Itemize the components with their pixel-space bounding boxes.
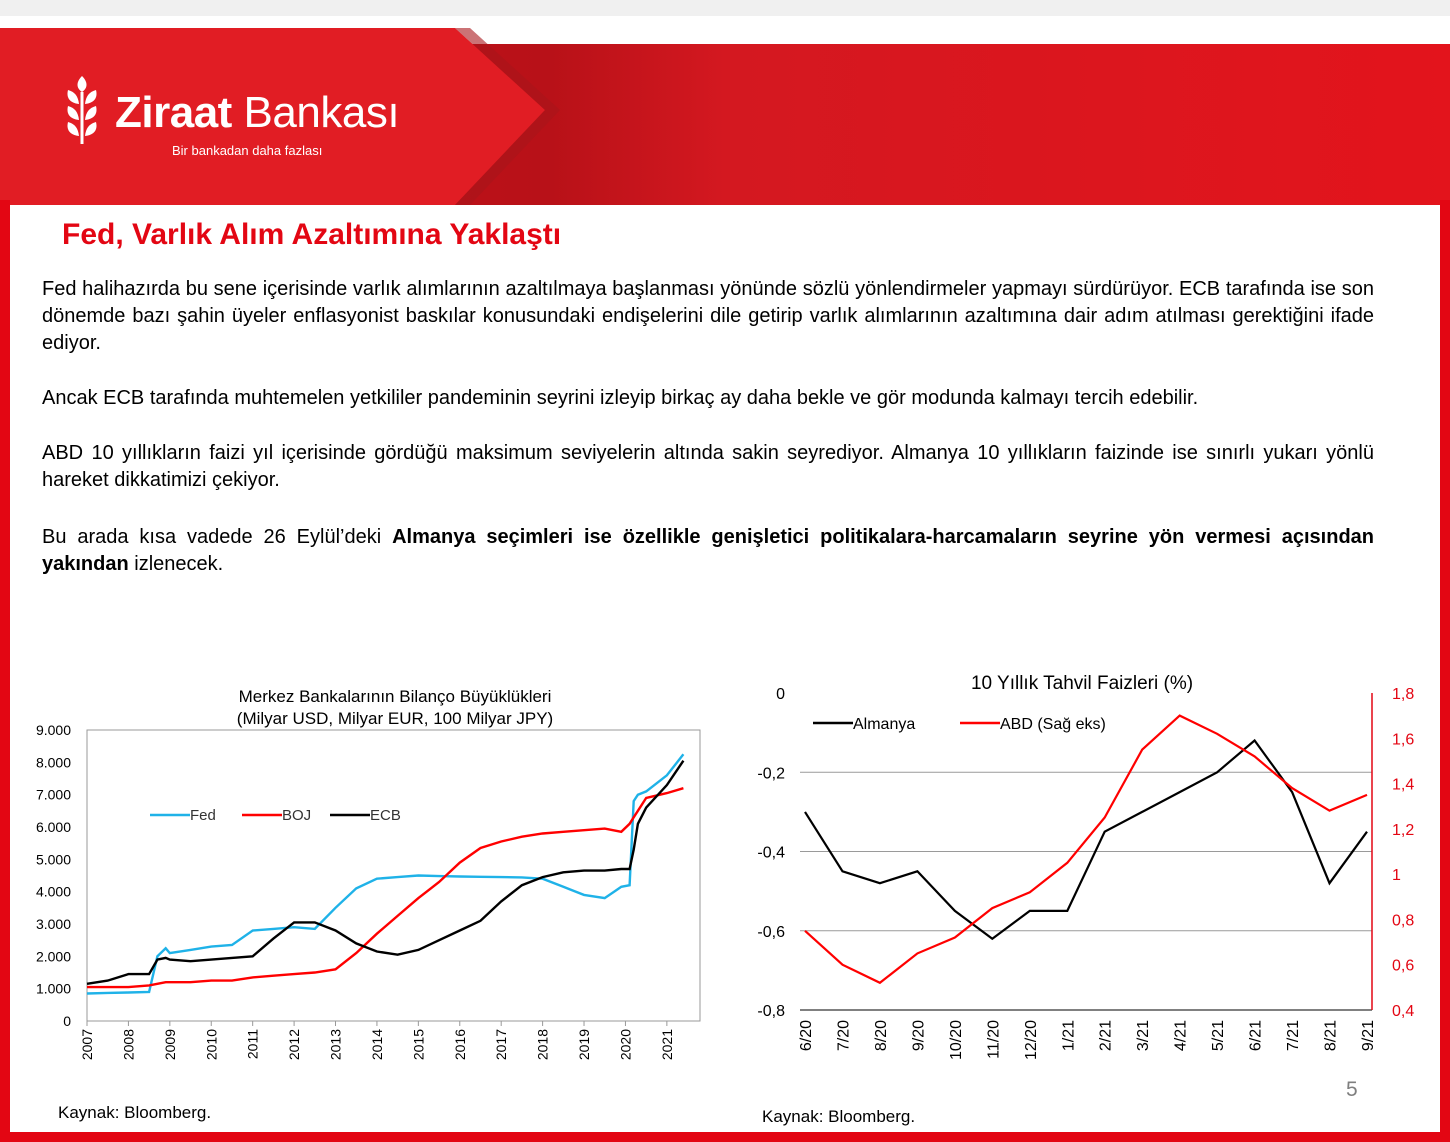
series-line-abd [804,714,1368,985]
header-banner [0,28,1450,205]
y-tick-label: 0 [63,1013,71,1029]
x-tick-label: 2017 [493,1029,509,1060]
legend-label-ecb: ECB [370,807,401,824]
series-line-ecb [86,760,685,985]
x-tick-label: 9/21 [1360,1020,1377,1051]
x-tick-label: 2009 [162,1029,178,1060]
x-tick-label: 2014 [369,1029,385,1060]
y-tick-label: 4.000 [36,884,71,900]
chart-title: 10 Yıllık Tahvil Faizleri (%) [971,673,1193,694]
y-left-tick-label: 0 [776,686,785,703]
x-tick-label: 7/21 [1285,1020,1302,1051]
y-tick-label: 8.000 [36,754,71,770]
x-tick-label: 9/20 [910,1020,927,1051]
y-tick-label: 6.000 [36,819,71,835]
paragraph-1: Fed halihazırda bu sene içerisinde varlı… [42,278,1374,354]
page-number: 5 [1346,1078,1358,1101]
x-tick-label: 4/21 [1173,1020,1190,1051]
legend-label-boj: BOJ [282,807,311,824]
y-tick-label: 7.000 [36,787,71,803]
y-right-tick-label: 1,8 [1392,686,1414,703]
x-tick-label: 8/20 [873,1020,890,1051]
paragraph-4-post: izlenecek. [128,553,224,575]
x-tick-label: 2011 [245,1029,261,1059]
y-left-tick-label: -0,8 [757,1003,785,1020]
series-line-boj [87,787,684,989]
paragraph-3: ABD 10 yıllıkların faizi yıl içerisinde … [42,442,1374,491]
y-right-tick-label: 1,2 [1392,822,1414,839]
y-tick-label: 2.000 [36,948,71,964]
y-left-tick-label: -0,6 [757,924,785,941]
x-tick-label: 6/21 [1248,1020,1265,1051]
x-tick-label: 2020 [617,1029,633,1060]
y-right-tick-label: 0,6 [1392,958,1414,975]
y-right-tick-label: 0,8 [1392,912,1414,929]
chart-subtitle: (Milyar USD, Milyar EUR, 100 Milyar JPY) [237,709,553,728]
x-tick-label: 2021 [659,1029,675,1060]
x-tick-label: 2015 [410,1029,426,1060]
y-right-tick-label: 1,4 [1392,777,1414,794]
x-tick-label: 2013 [328,1029,344,1060]
source-left: Kaynak: Bloomberg. [58,1103,212,1122]
legend-label-abd: ABD (Sağ eks) [1000,716,1106,733]
x-tick-label: 2019 [576,1029,592,1060]
x-tick-label: 2016 [452,1029,468,1060]
brand-tagline: Bir bankadan daha fazlası [172,143,323,158]
x-tick-label: 5/21 [1210,1020,1227,1051]
series-line-fed [86,753,685,995]
series-line-almanya [804,738,1368,941]
plot-area [86,729,701,1022]
paragraph-4-pre: Bu arada kısa vadede 26 Eylül’deki [42,526,393,548]
y-left-tick-label: -0,4 [757,845,785,862]
y-tick-label: 5.000 [36,851,71,867]
top-strip [0,0,1450,16]
bond-yield-chart: 10 Yıllık Tahvil Faizleri (%) 0 -0,2 -0,4 -0… [757,673,1414,1060]
page-title: Fed, Varlık Alım Azaltımına Yaklaştı [62,218,562,251]
x-tick-label: 2010 [203,1029,219,1060]
y-tick-label: 1.000 [36,981,71,997]
y-right-tick-label: 0,4 [1392,1003,1414,1020]
y-tick-label: 3.000 [36,916,71,932]
x-tick-label: 3/21 [1135,1020,1152,1051]
brand-name-bold: Ziraat [115,88,232,137]
x-tick-label: 7/20 [835,1020,852,1051]
x-tick-label: 2018 [535,1029,551,1060]
y-left-tick-label: -0,2 [757,765,785,782]
brand-name: Ziraat Bankası [115,88,400,138]
chart-title: Merkez Bankalarının Bilanço Büyüklükleri [239,687,552,706]
x-tick-label: 2008 [120,1029,136,1060]
x-tick-label: 1/21 [1060,1020,1077,1051]
x-tick-label: 10/20 [948,1020,965,1060]
x-tick-label: 6/20 [798,1020,815,1051]
brand-name-rest: Bankası [231,88,400,137]
x-tick-label: 11/20 [985,1020,1002,1059]
x-tick-label: 2/21 [1098,1020,1115,1051]
wheat-logo-icon [67,76,97,144]
central-bank-balance-chart: Merkez Bankalarının Bilanço Büyüklükleri… [36,687,701,1060]
y-tick-label: 9.000 [36,722,71,738]
paragraph-2: Ancak ECB tarafında muhtemelen yetkilile… [42,387,1199,409]
page-border [0,200,1450,1142]
y-right-tick-label: 1,6 [1392,731,1414,748]
y-right-tick-label: 1 [1392,867,1401,884]
x-tick-label: 8/21 [1323,1020,1340,1051]
x-tick-label: 12/20 [1023,1020,1040,1060]
legend-label-fed: Fed [190,807,216,824]
legend-label-almanya: Almanya [853,716,915,733]
source-right: Kaynak: Bloomberg. [762,1107,916,1126]
x-tick-label: 2007 [79,1029,95,1060]
paragraph-4-bold: Almanya seçimleri ise özellikle genişlet… [42,526,1374,575]
x-tick-label: 2012 [286,1029,302,1060]
paragraph-4: Bu arada kısa vadede 26 Eylül’deki Alman… [42,524,1374,578]
